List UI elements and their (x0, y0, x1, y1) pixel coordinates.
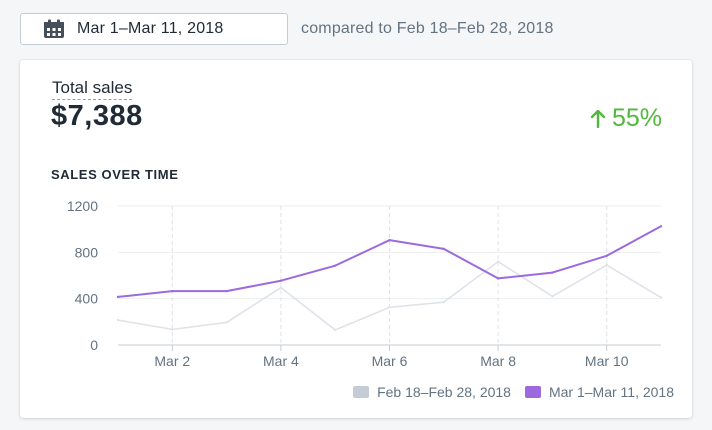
x-tick-label: Mar 10 (585, 353, 629, 369)
chart-series (116, 225, 663, 332)
y-tick-label: 0 (90, 337, 98, 353)
y-tick-label: 400 (75, 291, 99, 307)
data-point (279, 279, 283, 282)
x-tick-label: Mar 4 (263, 353, 299, 369)
series-comparison-period (116, 260, 663, 332)
data-point (334, 328, 337, 332)
comparison-period-text: compared to Feb 18–Feb 28, 2018 (301, 20, 554, 37)
sales-change-indicator: 55% (590, 104, 662, 133)
data-point (171, 328, 174, 331)
date-range-toolbar: Mar 1–Mar 11, 2018 compared to Feb 18–Fe… (0, 0, 712, 58)
chart-axes: 0 400 800 1200 Mar 2 Mar 4 Mar 6 Mar 8 Mar 10 (67, 198, 629, 369)
legend-label: Mar 1–Mar 11, 2018 (548, 384, 674, 400)
data-point (442, 247, 445, 251)
legend-swatch (353, 386, 370, 398)
x-tick-label: Mar 8 (480, 353, 516, 369)
data-point (659, 296, 663, 299)
data-point (116, 318, 120, 322)
data-point (659, 225, 663, 228)
legend-item[interactable]: Mar 1–Mar 11, 2018 (524, 384, 674, 400)
data-point (605, 254, 608, 258)
arrow-up-icon (590, 109, 606, 128)
data-point (496, 277, 500, 280)
chart-legend: Feb 18–Feb 28, 2018 Mar 1–Mar 11, 2018 (339, 384, 674, 400)
data-point (551, 295, 554, 298)
x-tick-label: Mar 6 (372, 353, 408, 369)
sales-change-percent: 55% (611, 104, 662, 132)
data-point (116, 295, 120, 299)
series-current-period (116, 225, 663, 299)
chart-grid (118, 205, 661, 346)
legend-label: Feb 18–Feb 28, 2018 (377, 384, 511, 400)
data-point (171, 289, 174, 293)
data-point (225, 289, 228, 293)
data-point (225, 321, 228, 324)
data-point (442, 300, 445, 304)
x-tick-label: Mar 2 (154, 353, 190, 369)
total-sales-card: Total sales $7,388 55% SALES OVER TIME 0… (20, 60, 692, 418)
data-point (605, 263, 608, 267)
calendar-icon (43, 19, 65, 39)
y-tick-label: 800 (75, 244, 99, 260)
data-point (496, 260, 500, 263)
data-point (388, 306, 391, 309)
total-sales-value: $7,388 (51, 100, 143, 132)
date-range-button[interactable]: Mar 1–Mar 11, 2018 (20, 13, 288, 45)
date-range-label: Mar 1–Mar 11, 2018 (77, 20, 224, 37)
legend-item[interactable]: Feb 18–Feb 28, 2018 (353, 384, 511, 400)
data-point (388, 238, 391, 242)
sales-over-time-chart: 0 400 800 1200 Mar 2 Mar 4 Mar 6 Mar 8 Mar 10 (67, 198, 663, 369)
data-point (551, 271, 554, 274)
card-title[interactable]: Total sales (52, 78, 133, 100)
y-tick-label: 1200 (67, 198, 98, 214)
data-point (279, 286, 283, 289)
data-point (334, 264, 337, 267)
chart-section-heading: SALES OVER TIME (51, 167, 179, 182)
legend-swatch (524, 386, 541, 398)
